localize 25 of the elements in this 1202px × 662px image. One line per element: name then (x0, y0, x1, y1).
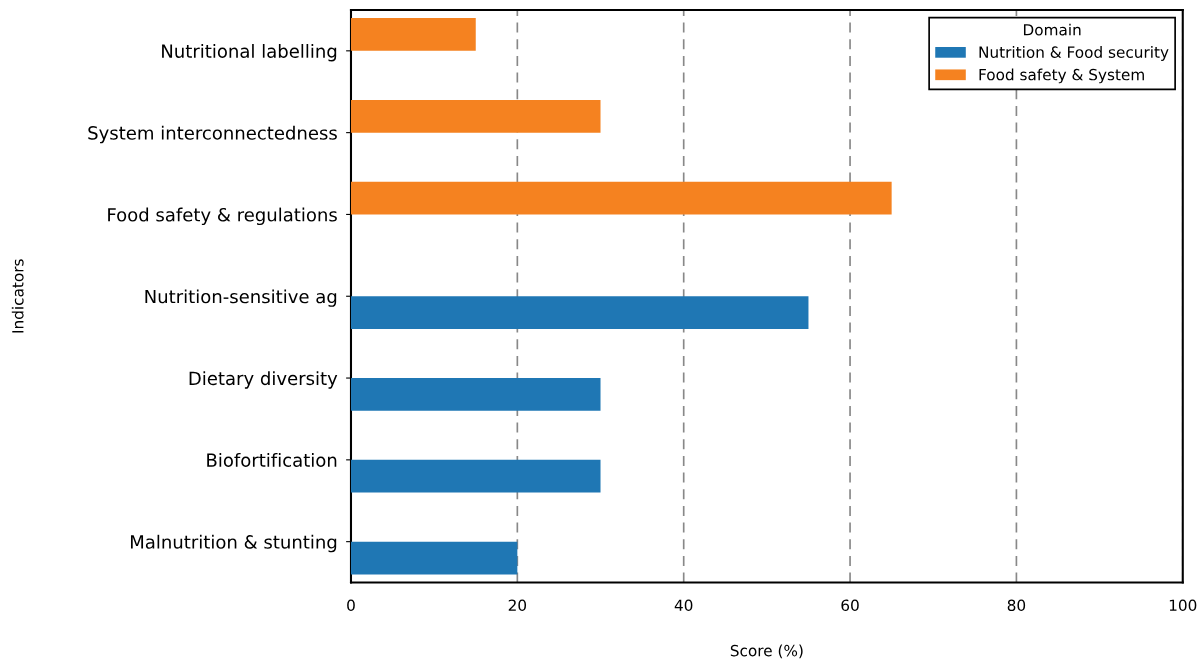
bar (350, 459, 601, 493)
y-tick-label: System interconnectedness (88, 125, 337, 144)
x-tick-label: 80 (1007, 599, 1026, 612)
bar (350, 378, 601, 411)
bar (350, 99, 601, 133)
x-tick-label: 60 (841, 599, 859, 612)
legend-title: Domain (1023, 23, 1081, 36)
x-tick-label: 40 (674, 599, 693, 612)
x-tick-label: 100 (1169, 599, 1197, 612)
legend-label: Nutrition & Food security (979, 46, 1169, 61)
bar (350, 541, 518, 575)
y-tick-label: Nutrition-sensitive ag (145, 289, 337, 307)
y-tick-label: Nutritional labelling (162, 43, 337, 62)
bar (350, 18, 476, 51)
y-tick-label: Dietary diversity (189, 371, 338, 389)
x-axis-title: Score (%) (730, 644, 803, 659)
y-tick-label: Biofortification (207, 452, 337, 467)
y-tick-label: Malnutrition & stunting (130, 534, 337, 553)
x-tick-label: 0 (347, 599, 355, 612)
x-tick-label: 20 (508, 599, 527, 612)
y-tick-label: Food safety & regulations (108, 207, 337, 226)
bar (350, 296, 809, 329)
bar (350, 181, 892, 215)
legend-label: Food safety & System (979, 68, 1144, 84)
y-axis-title: Indicators (11, 259, 24, 333)
